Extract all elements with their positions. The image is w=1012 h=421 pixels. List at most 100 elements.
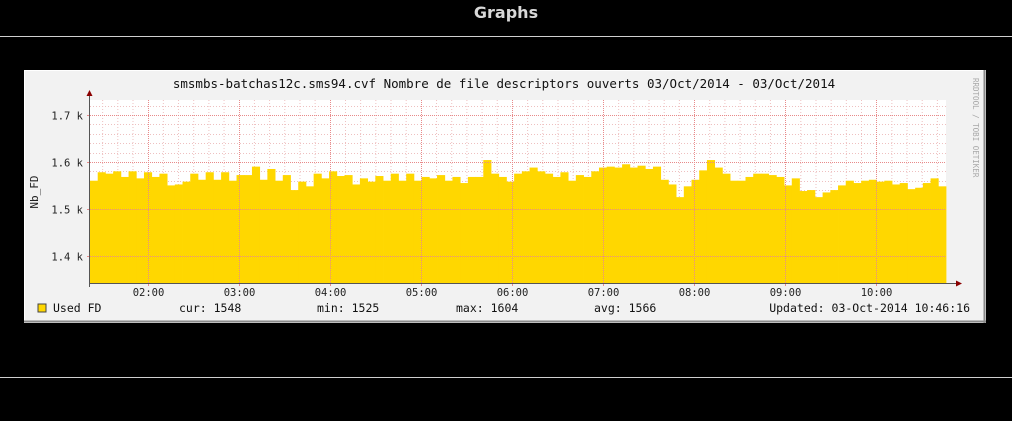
data-bar bbox=[467, 176, 476, 283]
rrd-graph: smsmbs-batchas12c.sms94.cvf Nombre de fi… bbox=[24, 70, 986, 323]
data-bar bbox=[760, 173, 770, 283]
data-bar bbox=[498, 176, 507, 283]
data-bar bbox=[244, 175, 253, 283]
data-bar bbox=[622, 164, 631, 283]
data-bar bbox=[714, 167, 723, 283]
data-bar bbox=[521, 171, 530, 283]
y-axis-label: Nb_FD bbox=[28, 175, 41, 208]
data-bar bbox=[645, 168, 654, 283]
page-title: Graphs bbox=[473, 3, 539, 22]
data-bar bbox=[853, 183, 862, 283]
x-tick-label: 07:00 bbox=[588, 287, 620, 299]
data-bar bbox=[321, 178, 330, 283]
x-tick-label: 02:00 bbox=[133, 287, 165, 299]
data-bar bbox=[915, 187, 924, 283]
data-bar bbox=[105, 173, 114, 283]
data-bar bbox=[706, 160, 716, 283]
top-divider bbox=[0, 36, 1012, 37]
data-bar bbox=[128, 171, 137, 283]
data-bar bbox=[97, 172, 106, 283]
bottom-divider bbox=[0, 377, 1012, 378]
x-tick-label: 08:00 bbox=[679, 287, 711, 299]
data-bar bbox=[483, 160, 492, 283]
x-tick-label: 09:00 bbox=[770, 287, 802, 299]
x-axis-arrow bbox=[956, 280, 962, 287]
data-bar bbox=[290, 190, 299, 283]
data-bar bbox=[753, 173, 762, 283]
data-bar bbox=[205, 172, 214, 283]
data-bar bbox=[344, 175, 353, 283]
x-tick-label: 03:00 bbox=[224, 287, 256, 299]
data-bar bbox=[190, 173, 199, 283]
data-bar bbox=[583, 176, 592, 283]
data-bar bbox=[745, 176, 754, 283]
data-bar bbox=[251, 166, 261, 283]
data-bar bbox=[383, 180, 392, 283]
data-bar bbox=[475, 176, 484, 283]
data-bar bbox=[136, 178, 145, 283]
data-bar bbox=[329, 171, 338, 283]
y-tick-label: 1.4 k bbox=[51, 252, 83, 264]
data-bar bbox=[683, 186, 692, 283]
data-bar bbox=[167, 185, 176, 283]
data-bar bbox=[938, 186, 947, 283]
y-tick-label: 1.5 k bbox=[51, 205, 83, 217]
data-bar bbox=[737, 180, 746, 283]
data-bar bbox=[922, 183, 931, 283]
y-tick-label: 1.7 k bbox=[51, 111, 83, 123]
data-bar bbox=[491, 173, 500, 283]
graph-image: smsmbs-batchas12c.sms94.cvf Nombre de fi… bbox=[24, 70, 986, 323]
y-axis-arrow bbox=[86, 90, 93, 96]
data-bar bbox=[143, 172, 153, 283]
data-bar bbox=[398, 180, 407, 283]
data-bar bbox=[221, 172, 230, 283]
data-bar bbox=[313, 173, 322, 283]
legend-avg: avg: 1566 bbox=[594, 301, 656, 315]
data-bar bbox=[305, 186, 315, 283]
data-bar bbox=[591, 171, 600, 283]
data-bar bbox=[352, 184, 361, 283]
data-bar bbox=[151, 176, 160, 283]
data-bar bbox=[629, 167, 638, 283]
data-bar bbox=[799, 191, 808, 283]
data-bar bbox=[676, 197, 685, 283]
data-bar bbox=[784, 185, 793, 283]
data-bar bbox=[807, 190, 816, 283]
data-bar bbox=[892, 184, 901, 283]
data-bar bbox=[267, 168, 276, 283]
data-bar bbox=[375, 176, 384, 283]
plot-area: 02:00 03:00 04:00 05:00 06:00 07:00 08:00 09:00… bbox=[51, 90, 962, 299]
data-bar bbox=[529, 167, 538, 283]
legend-cur: cur: 1548 bbox=[179, 301, 241, 315]
data-bar bbox=[413, 180, 422, 283]
data-bar bbox=[182, 181, 191, 283]
data-bar bbox=[606, 166, 615, 283]
data-bar bbox=[637, 165, 646, 283]
data-bar bbox=[691, 179, 700, 283]
data-bar bbox=[452, 176, 461, 283]
data-bar bbox=[668, 184, 677, 283]
data-bar bbox=[560, 172, 569, 283]
data-bar bbox=[359, 178, 369, 283]
data-bar bbox=[814, 197, 824, 283]
data-bar bbox=[722, 173, 731, 283]
data-bar bbox=[228, 180, 237, 283]
rrdtool-watermark: RRDTOOL / TOBI OETIKER bbox=[971, 78, 980, 178]
data-bar bbox=[390, 173, 399, 283]
data-bar bbox=[568, 180, 577, 283]
data-bar bbox=[899, 183, 908, 283]
data-bar bbox=[90, 180, 99, 283]
data-bar bbox=[213, 179, 222, 283]
data-bar bbox=[776, 176, 785, 283]
data-bar bbox=[884, 180, 893, 283]
data-bar bbox=[699, 170, 708, 283]
data-bar bbox=[552, 176, 561, 283]
data-bar bbox=[113, 171, 122, 283]
data-bar bbox=[197, 179, 207, 283]
data-bar bbox=[298, 181, 307, 283]
graph-title: smsmbs-batchas12c.sms94.cvf Nombre de fi… bbox=[173, 76, 835, 91]
y-tick-label: 1.6 k bbox=[51, 158, 83, 170]
data-bar bbox=[406, 173, 415, 283]
data-bar bbox=[275, 180, 284, 283]
legend-swatch-used-fd bbox=[37, 303, 47, 313]
